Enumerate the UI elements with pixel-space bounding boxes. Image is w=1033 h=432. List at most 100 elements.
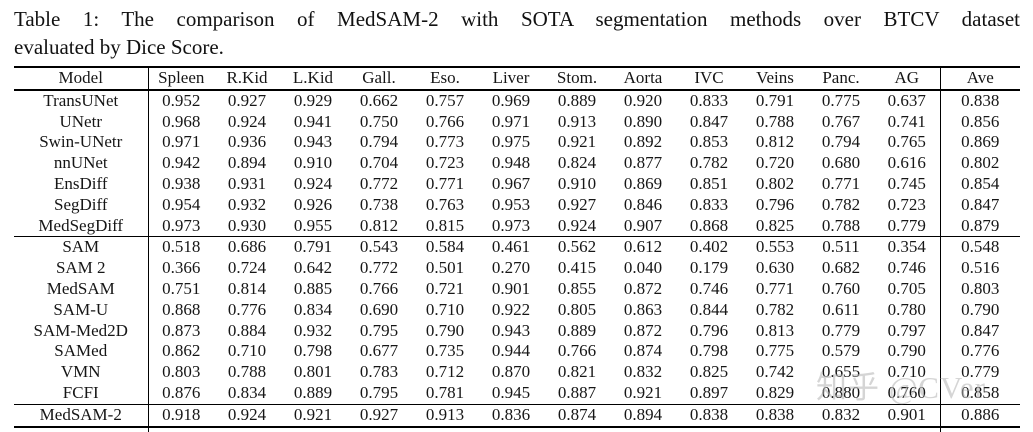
dice-score-cell: 0.967 (491, 173, 531, 193)
dice-score-cell: 0.518 (162, 237, 201, 257)
average-score-cell: 0.847 (939, 194, 1020, 216)
dice-score-cell: 0.901 (887, 404, 926, 424)
dice-score-cell: 0.973 (162, 215, 201, 235)
dice-score-cell: 0.824 (557, 153, 597, 173)
dice-score-cell: 0.924 (557, 215, 597, 235)
dice-score-cell: 0.723 (425, 153, 465, 173)
dice-score-cell: 0.760 (821, 278, 861, 298)
dice-score-cell: 0.704 (359, 153, 399, 173)
dice-score-cell: 0.798 (293, 341, 333, 361)
average-score-cell: 0.516 (939, 258, 1020, 279)
dice-score-cell: 0.942 (162, 153, 201, 173)
dice-score-cell: 0.924 (293, 173, 333, 193)
column-header: Panc. (822, 68, 860, 87)
table-row: SAMed 0.862 0.710 0.798 0.677 0.735 0.944 0.766… (14, 341, 1020, 363)
dice-score-cell: 0.836 (491, 404, 531, 424)
dice-score-cell: 0.815 (425, 215, 465, 235)
average-score-cell: 0.802 (939, 153, 1020, 174)
dice-score-cell: 0.795 (359, 320, 399, 340)
paper-page: Table 1: The comparison of MedSAM-2 with… (0, 5, 1033, 432)
dice-score-cell: 0.788 (821, 215, 861, 235)
model-name: FCFI (14, 382, 149, 405)
dice-score-cell: 0.772 (359, 258, 399, 278)
dice-score-cell: 0.738 (359, 194, 399, 214)
table-row: TransUNet 0.952 0.927 0.929 0.662 0.757 0.969 0… (14, 89, 1020, 112)
column-header: Aorta (623, 68, 663, 87)
dice-score-cell: 0.927 (557, 194, 597, 214)
dice-score-cell: 0.766 (425, 111, 465, 131)
dice-score-cell: 0.825 (755, 215, 795, 235)
dice-score-cell: 0.746 (689, 278, 729, 298)
dice-score-cell: 0.766 (557, 341, 597, 361)
dice-score-cell: 0.921 (293, 404, 333, 424)
dice-score-cell: 0.611 (822, 299, 860, 319)
dice-score-cell: 0.543 (359, 237, 399, 257)
model-name: nnUNet (14, 153, 149, 174)
dice-score-cell: 0.757 (425, 90, 465, 110)
table-row: SegDiff 0.954 0.932 0.926 0.738 0.763 0.953 0.9… (14, 194, 1020, 216)
dice-score-cell: 0.872 (623, 278, 663, 298)
dice-score-cell: 0.885 (293, 278, 333, 298)
dice-score-cell: 0.794 (359, 132, 399, 152)
dice-score-cell: 0.501 (425, 258, 465, 278)
dice-score-cell: 0.913 (557, 111, 597, 131)
table-row: UNetr 0.968 0.924 0.941 0.750 0.766 0.971 0.913… (14, 111, 1020, 133)
dice-score-cell: 0.910 (557, 173, 597, 193)
average-score-cell: 0.847 (939, 320, 1020, 342)
column-divider-stub (940, 424, 941, 432)
dice-score-cell: 0.874 (623, 341, 663, 361)
dice-score-cell: 0.771 (425, 173, 465, 193)
dice-score-cell: 0.862 (162, 341, 201, 361)
model-name: TransUNet (14, 89, 149, 112)
dice-score-cell: 0.780 (887, 299, 926, 319)
dice-score-cell: 0.968 (162, 111, 201, 131)
average-score-cell: 0.856 (939, 111, 1020, 133)
average-score-cell: 0.879 (939, 215, 1020, 237)
dice-score-cell: 0.742 (755, 362, 795, 382)
dice-score-cell: 0.721 (425, 278, 465, 298)
dice-score-cell: 0.782 (689, 153, 729, 173)
dice-score-cell: 0.788 (227, 362, 267, 382)
dice-score-cell: 0.907 (623, 215, 663, 235)
dice-score-cell: 0.803 (162, 362, 201, 382)
dice-score-cell: 0.894 (227, 153, 267, 173)
column-header: L.Kid (292, 68, 334, 87)
dice-score-cell: 0.943 (293, 132, 333, 152)
column-header: Veins (756, 68, 794, 87)
dice-score-cell: 0.662 (359, 90, 399, 110)
column-header: Model (14, 67, 149, 90)
average-score-cell: 0.548 (939, 236, 1020, 259)
dice-score-cell: 0.579 (821, 341, 861, 361)
dice-score-cell: 0.941 (293, 111, 333, 131)
model-name: VMN (14, 362, 149, 383)
model-name: SAM (14, 236, 149, 259)
table-row: SAM 2 0.366 0.724 0.642 0.772 0.501 0.270 0.415… (14, 258, 1020, 279)
dice-score-cell: 0.771 (821, 173, 861, 193)
dice-score-cell: 0.750 (359, 111, 399, 131)
model-name: SegDiff (14, 194, 149, 216)
dice-score-cell: 0.929 (293, 90, 333, 110)
dice-score-cell: 0.844 (689, 299, 729, 319)
dice-score-cell: 0.931 (227, 173, 267, 193)
dice-score-cell: 0.805 (557, 299, 597, 319)
average-score-cell: 0.869 (939, 132, 1020, 154)
dice-score-cell: 0.705 (887, 278, 926, 298)
dice-score-cell: 0.846 (623, 194, 663, 214)
dice-score-cell: 0.876 (162, 382, 201, 402)
dice-score-cell: 0.932 (227, 194, 267, 214)
dice-score-cell: 0.838 (755, 404, 795, 424)
dice-score-cell: 0.735 (425, 341, 465, 361)
average-score-cell: 0.776 (939, 341, 1020, 363)
dice-score-cell: 0.887 (557, 382, 597, 402)
average-score-cell: 0.803 (939, 278, 1020, 300)
dice-score-cell: 0.853 (689, 132, 729, 152)
model-name: SAM-U (14, 299, 149, 321)
dice-score-cell: 0.952 (162, 90, 201, 110)
dice-score-cell: 0.918 (162, 404, 201, 424)
dice-score-cell: 0.796 (755, 194, 795, 214)
dice-score-cell: 0.855 (557, 278, 597, 298)
dice-score-cell: 0.775 (755, 341, 795, 361)
dice-score-cell: 0.710 (887, 362, 926, 382)
dice-score-cell: 0.833 (689, 194, 729, 214)
dice-score-cell: 0.851 (689, 173, 729, 193)
